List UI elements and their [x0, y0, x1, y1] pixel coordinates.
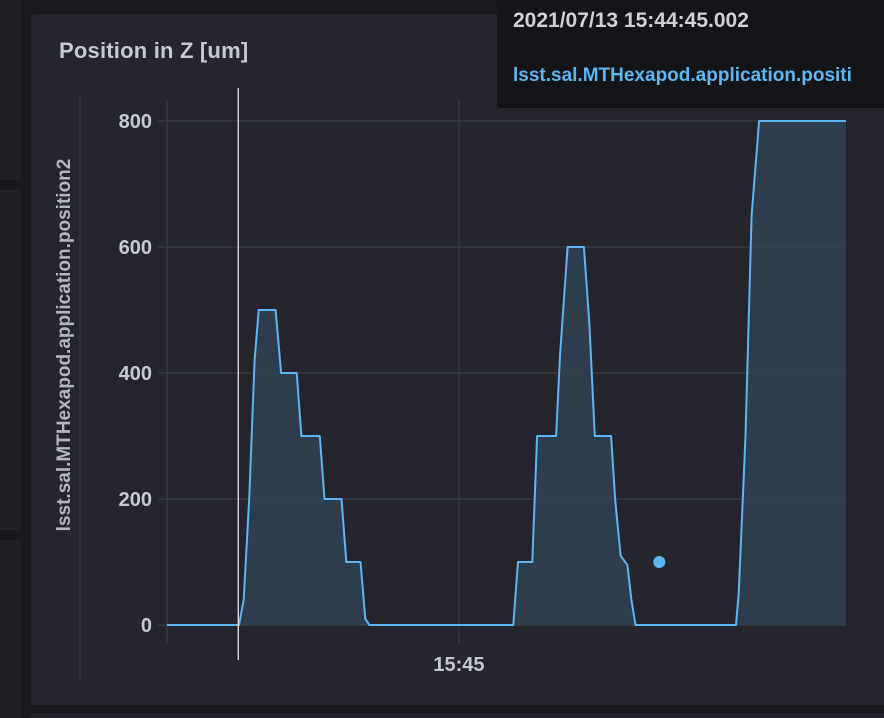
hover-data-point: [653, 556, 666, 568]
y-tick-label: 400: [119, 363, 152, 385]
series-line: [167, 120, 846, 626]
y-tick-label: 200: [119, 489, 152, 511]
tooltip-series-name: lsst.sal.MTHexapod.application.positi: [513, 65, 852, 86]
side-panel-card-3: [0, 540, 21, 718]
panel-title: Position in Z [um]: [59, 38, 249, 63]
tooltip-timestamp: 2021/07/13 15:44:45.002: [513, 9, 749, 32]
x-tick-label: 15:45: [433, 654, 484, 676]
y-tick-label: 0: [141, 615, 152, 637]
hover-tooltip: 2021/07/13 15:44:45.002 lsst.sal.MTHexap…: [497, 0, 884, 108]
y-tick-label: 600: [119, 237, 152, 259]
side-panel-card-1: [0, 0, 21, 180]
next-panel-edge: [31, 713, 884, 718]
side-panel-card-2: [0, 190, 21, 530]
y-tick-label: 800: [119, 111, 152, 133]
y-axis-label: lsst.sal.MTHexapod.application.position2: [54, 159, 75, 532]
